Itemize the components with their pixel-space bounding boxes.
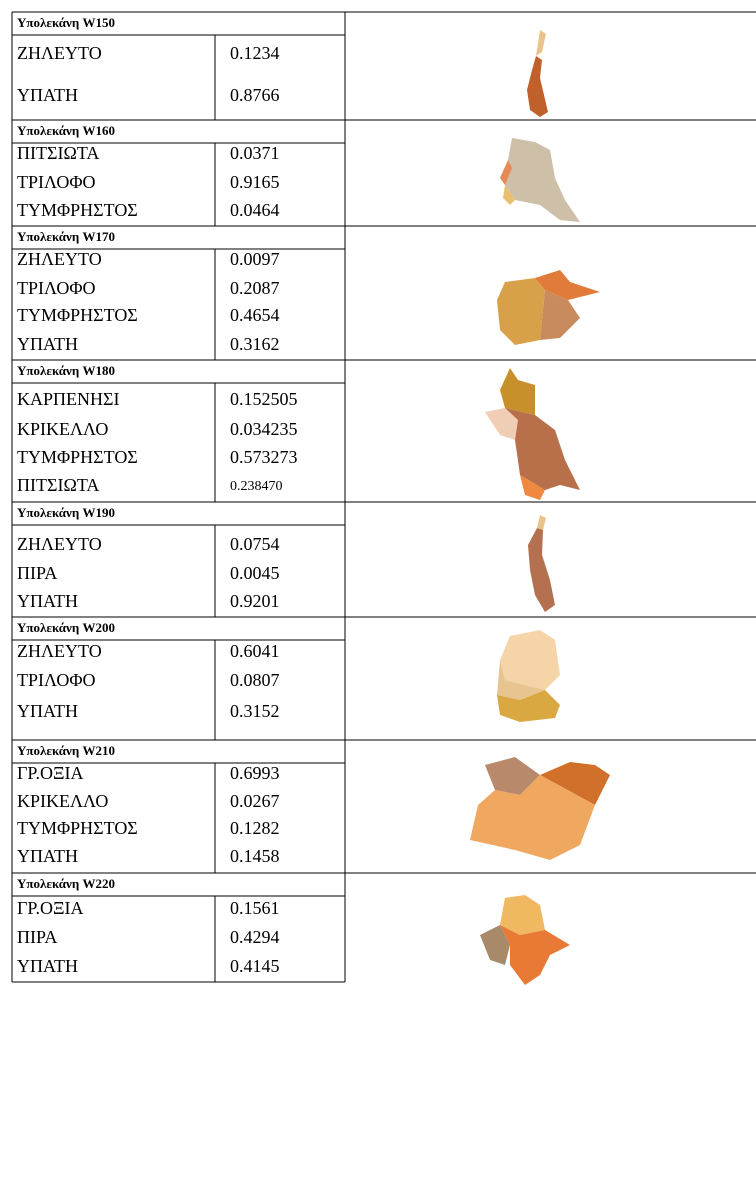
map-shape <box>535 270 600 300</box>
section-title: Υπολεκάνη W190 <box>17 505 115 520</box>
row-value: 0.9165 <box>230 172 280 192</box>
map-shape <box>520 475 545 500</box>
row-name: ΖΗΛΕΥΤΟ <box>17 249 102 269</box>
row-name: ΠΙΤΣΙΩΤΑ <box>17 475 99 495</box>
row-value: 0.3162 <box>230 334 280 354</box>
row-name: ΤΥΜΦΡΗΣΤΟΣ <box>17 818 138 838</box>
row-value: 0.9201 <box>230 591 280 611</box>
row-name: ΤΡΙΛΟΦΟ <box>17 670 95 690</box>
map-shape <box>500 895 545 935</box>
row-value: 0.0807 <box>230 670 280 690</box>
map-shape <box>527 56 548 117</box>
row-value: 0.152505 <box>230 389 298 409</box>
map-shape <box>536 30 546 56</box>
map-shape <box>500 160 512 185</box>
row-name: ΠΙΡΑ <box>17 927 57 947</box>
row-value: 0.4145 <box>230 956 280 976</box>
row-name: ΖΗΛΕΥΤΟ <box>17 43 102 63</box>
row-value: 0.4294 <box>230 927 280 947</box>
map-shape <box>497 278 545 345</box>
map-shape <box>540 290 580 340</box>
row-name: ΚΑΡΠΕΝΗΣΙ <box>17 389 119 409</box>
row-name: ΤΥΜΦΡΗΣΤΟΣ <box>17 447 138 467</box>
row-name: ΚΡΙΚΕΛΛΟ <box>17 419 108 439</box>
row-name: ΥΠΑΤΗ <box>17 334 78 354</box>
row-name: ΤΡΙΛΟΦΟ <box>17 172 95 192</box>
row-value: 0.0754 <box>230 534 280 554</box>
row-value: 0.0267 <box>230 791 280 811</box>
row-value: 0.1458 <box>230 846 280 866</box>
map-shape <box>497 660 545 700</box>
section-title: Υπολεκάνη W160 <box>17 123 115 138</box>
row-value: 0.3152 <box>230 701 280 721</box>
section-title: Υπολεκάνη W150 <box>17 15 115 30</box>
row-value: 0.0371 <box>230 143 280 163</box>
row-value: 0.6993 <box>230 763 280 783</box>
section-title: Υπολεκάνη W200 <box>17 620 115 635</box>
row-name: ΖΗΛΕΥΤΟ <box>17 534 102 554</box>
map-shape <box>500 925 570 985</box>
section-title: Υπολεκάνη W180 <box>17 363 115 378</box>
map-shape <box>480 925 510 965</box>
row-name: ΥΠΑΤΗ <box>17 591 78 611</box>
row-name: ΥΠΑΤΗ <box>17 85 78 105</box>
row-value: 0.238470 <box>230 479 283 494</box>
map-shape <box>485 408 518 440</box>
map-shape <box>470 775 595 860</box>
row-value: 0.0464 <box>230 200 280 220</box>
row-name: ΖΗΛΕΥΤΟ <box>17 641 102 661</box>
map-shape <box>528 528 555 612</box>
map-shape <box>500 630 560 690</box>
maps <box>470 30 610 985</box>
row-name: ΤΥΜΦΡΗΣΤΟΣ <box>17 200 138 220</box>
map-shape <box>503 185 515 205</box>
row-name: ΥΠΑΤΗ <box>17 701 78 721</box>
row-name: ΠΙΤΣΙΩΤΑ <box>17 143 99 163</box>
row-value: 0.1282 <box>230 818 280 838</box>
row-value: 0.1561 <box>230 898 280 918</box>
section-title: Υπολεκάνη W210 <box>17 743 115 758</box>
row-value: 0.1234 <box>230 43 280 63</box>
row-name: ΚΡΙΚΕΛΛΟ <box>17 791 108 811</box>
row-value: 0.573273 <box>230 447 298 467</box>
row-name: ΓΡ.ΟΞΙΑ <box>17 898 84 918</box>
row-value: 0.8766 <box>230 85 280 105</box>
row-name: ΤΡΙΛΟΦΟ <box>17 278 95 298</box>
section-title: Υπολεκάνη W170 <box>17 229 115 244</box>
map-shape <box>505 138 580 222</box>
row-name: ΓΡ.ΟΞΙΑ <box>17 763 84 783</box>
row-name: ΠΙΡΑ <box>17 563 57 583</box>
row-value: 0.034235 <box>230 419 298 439</box>
map-shape <box>505 408 580 490</box>
map-shape <box>537 515 546 530</box>
section-title: Υπολεκάνη W220 <box>17 876 115 891</box>
map-shape <box>485 757 540 795</box>
row-value: 0.0045 <box>230 563 280 583</box>
row-name: ΥΠΑΤΗ <box>17 956 78 976</box>
row-value: 0.0097 <box>230 249 280 269</box>
map-shape <box>540 762 610 805</box>
row-name: ΤΥΜΦΡΗΣΤΟΣ <box>17 305 138 325</box>
row-name: ΥΠΑΤΗ <box>17 846 78 866</box>
row-value: 0.6041 <box>230 641 280 661</box>
map-shape <box>497 690 560 722</box>
row-value: 0.2087 <box>230 278 280 298</box>
map-shape <box>500 368 535 415</box>
row-value: 0.4654 <box>230 305 280 325</box>
